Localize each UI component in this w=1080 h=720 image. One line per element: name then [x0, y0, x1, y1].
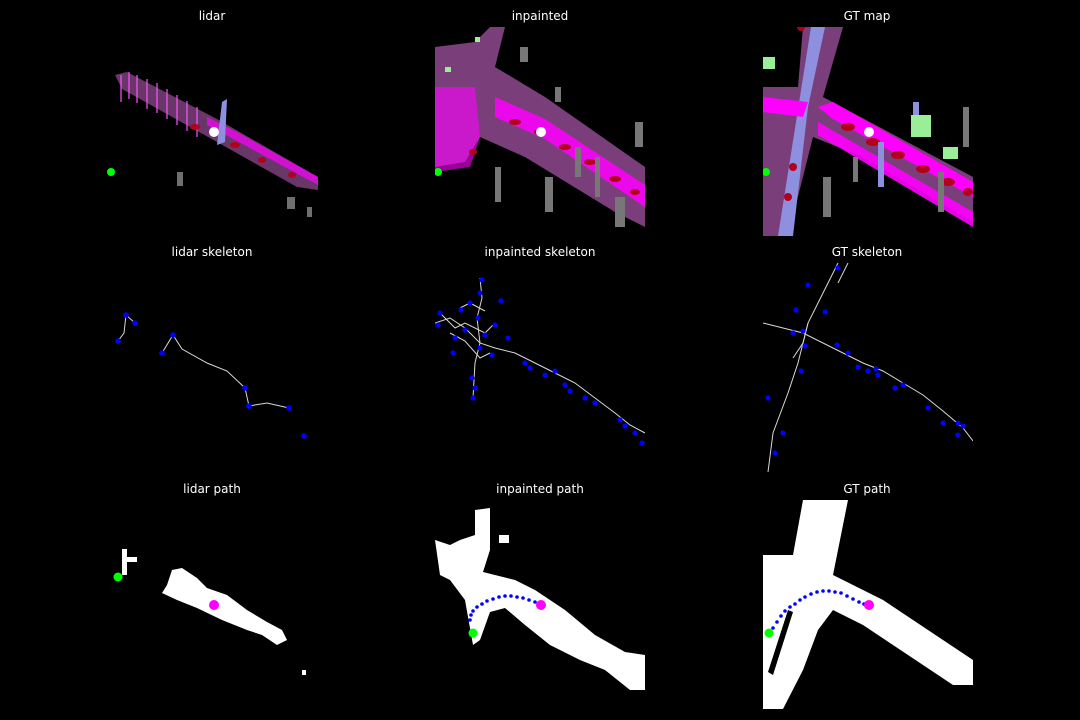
- gt-map-panel: [763, 27, 973, 236]
- panel-title-lidar-skeleton: lidar skeleton: [171, 245, 253, 259]
- start-marker: [764, 628, 774, 638]
- lidar-skeleton-panel: [107, 263, 318, 472]
- panel-title-inpainted-path: inpainted path: [496, 482, 584, 496]
- gt-path-image: [763, 500, 973, 709]
- inpainted-skeleton-image: [435, 277, 645, 446]
- start-marker: [763, 168, 770, 176]
- gt-skeleton-image: [763, 263, 973, 472]
- lidar-skeleton-image: [115, 312, 307, 439]
- lidar-map-image: [107, 72, 318, 217]
- gt-path-panel: [763, 500, 973, 709]
- lidar-path-image: [113, 549, 306, 675]
- goal-marker: [209, 127, 219, 137]
- inpainted-map-image: [435, 27, 645, 227]
- gt-skeleton-panel: [763, 263, 973, 472]
- panel-title-gt-map: GT map: [843, 9, 891, 23]
- panel-title-lidar: lidar: [198, 9, 226, 23]
- start-marker: [468, 628, 478, 638]
- start-marker: [107, 168, 115, 176]
- goal-marker: [536, 600, 546, 610]
- gt-map-image: [763, 27, 973, 236]
- inpainted-skeleton-panel: [435, 263, 645, 472]
- panel-title-inpainted-skeleton: inpainted skeleton: [484, 245, 596, 259]
- start-marker: [435, 168, 442, 176]
- lidar-map-panel: [107, 27, 318, 236]
- panel-title-gt-skeleton: GT skeleton: [831, 245, 903, 259]
- goal-marker: [536, 127, 546, 137]
- goal-marker: [864, 600, 874, 610]
- path-dots: [468, 594, 537, 622]
- lidar-path-panel: [107, 500, 318, 709]
- inpainted-map-panel: [435, 27, 645, 236]
- panel-title-inpainted: inpainted: [511, 9, 569, 23]
- goal-marker: [209, 600, 219, 610]
- start-marker: [113, 572, 123, 582]
- panel-title-lidar-path: lidar path: [183, 482, 241, 496]
- goal-marker: [864, 127, 874, 137]
- inpainted-path-image: [435, 508, 645, 690]
- panel-title-gt-path: GT path: [843, 482, 891, 496]
- inpainted-path-panel: [435, 500, 645, 709]
